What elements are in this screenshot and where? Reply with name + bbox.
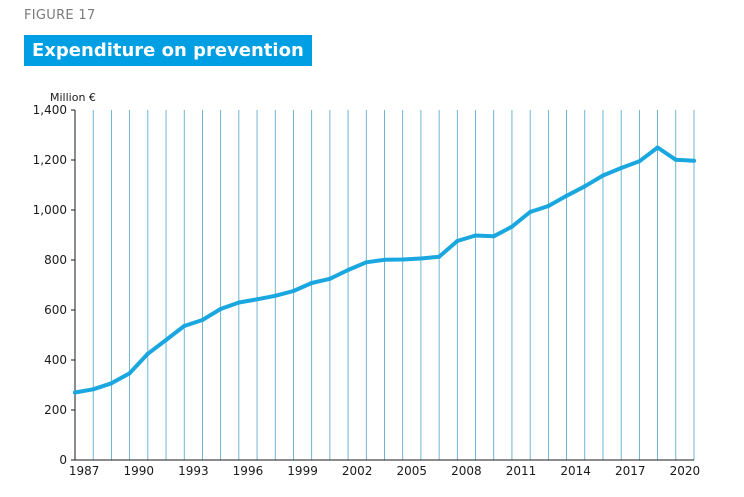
- x-tick-label: 1996: [233, 464, 264, 478]
- data-point-2000: [327, 276, 332, 281]
- data-point-2016: [619, 166, 624, 170]
- x-tick-label: 2011: [506, 464, 537, 478]
- y-tick-label: 400: [44, 353, 67, 367]
- x-tick-label: 2017: [615, 464, 646, 478]
- data-point-2018: [655, 145, 660, 150]
- data-point-1998: [291, 289, 296, 293]
- data-point-2001: [346, 268, 351, 272]
- y-tick-label: 1,000: [33, 203, 67, 217]
- x-tick-label: 2002: [342, 464, 373, 478]
- data-point-2012: [546, 204, 551, 208]
- y-axis-unit-label: Million €: [50, 91, 96, 104]
- y-tick-label: 1,400: [33, 103, 67, 117]
- x-tick-label: 2008: [451, 464, 482, 478]
- data-point-1995: [236, 300, 241, 305]
- data-point-2007: [455, 239, 460, 243]
- data-point-1993: [200, 318, 205, 322]
- data-point-1989: [127, 371, 132, 376]
- y-tick-label: 200: [44, 403, 67, 417]
- x-tick-label: 2014: [560, 464, 591, 478]
- y-tick-label: 600: [44, 303, 67, 317]
- data-point-1991: [164, 338, 169, 342]
- data-point-2014: [582, 184, 587, 189]
- data-point-2020: [692, 158, 696, 163]
- data-point-1992: [182, 324, 187, 328]
- data-point-2011: [528, 210, 533, 214]
- data-point-1988: [109, 381, 114, 386]
- axis-layer: [71, 109, 694, 461]
- data-point-2006: [437, 254, 442, 259]
- grid-layer: [92, 110, 695, 460]
- data-point-1994: [218, 307, 223, 311]
- y-tick-label: 0: [59, 453, 67, 467]
- x-tick-label: 1999: [287, 464, 318, 478]
- data-point-2002: [364, 260, 369, 265]
- y-tick-label: 800: [44, 253, 67, 267]
- y-tick-label: 1,200: [33, 153, 67, 167]
- data-point-2008: [473, 233, 478, 238]
- data-point-1996: [255, 297, 260, 302]
- data-point-1999: [309, 281, 314, 285]
- figure-label: FIGURE 17: [24, 8, 96, 23]
- data-point-2013: [564, 193, 569, 198]
- data-point-1997: [273, 293, 278, 298]
- data-point-2004: [400, 257, 405, 262]
- data-point-2010: [509, 224, 514, 229]
- data-point-2019: [673, 157, 678, 162]
- data-point-1987: [91, 387, 96, 392]
- data-point-2005: [418, 256, 423, 261]
- data-point-1990: [145, 351, 150, 356]
- data-point-1986: [73, 390, 77, 395]
- x-tick-label: 2005: [397, 464, 428, 478]
- series-layer: [73, 145, 696, 395]
- data-point-2015: [600, 173, 605, 178]
- x-tick-label: 1990: [123, 464, 154, 478]
- chart-title: Expenditure on prevention: [24, 35, 312, 66]
- data-point-2017: [637, 159, 642, 164]
- x-tick-label: 2020: [670, 464, 701, 478]
- x-tick-label: 1993: [178, 464, 209, 478]
- data-point-2003: [382, 257, 387, 262]
- x-tick-label: 1987: [69, 464, 100, 478]
- data-point-2009: [491, 234, 496, 239]
